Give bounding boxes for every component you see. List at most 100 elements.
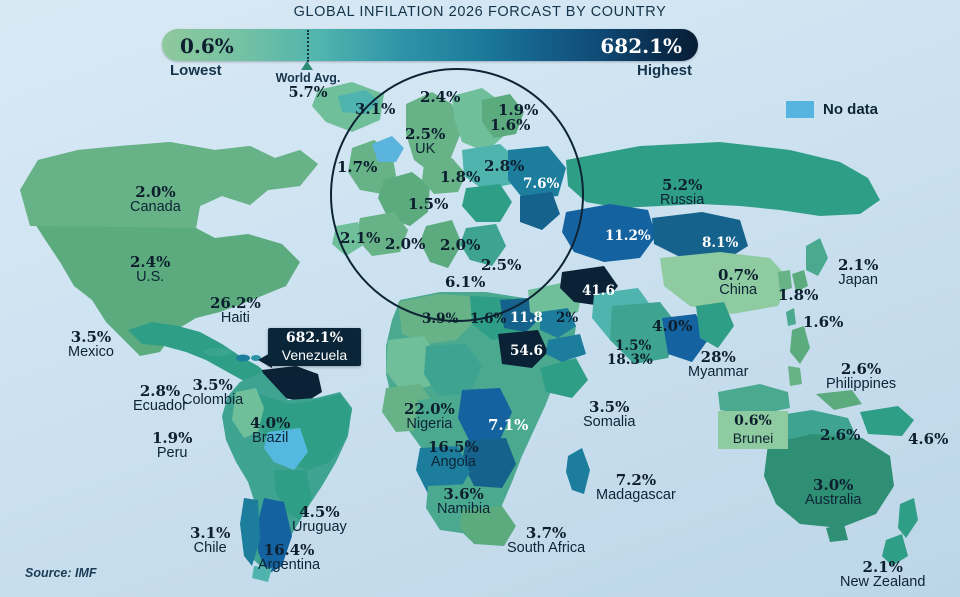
- country-label-uk: 2.5% UK: [405, 126, 445, 158]
- country-value: 1.8%: [778, 286, 819, 304]
- country-value: 4.6%: [908, 430, 949, 448]
- country-label-india: 4.0%: [652, 318, 692, 334]
- country-label-germany: 1.8%: [440, 168, 481, 186]
- country-value: 1.6%: [490, 116, 531, 134]
- country-value: 4.0%: [250, 414, 291, 432]
- gradient-bar: [162, 29, 698, 61]
- country-value: 16.4%: [263, 541, 315, 559]
- country-name: Chile: [193, 540, 227, 557]
- country-label-chile: 3.1% Chile: [190, 524, 231, 557]
- country-label-china: 0.7% China: [718, 266, 759, 298]
- venezuela-value: 682.1%: [285, 330, 344, 346]
- country-value: 1.9%: [152, 429, 193, 447]
- country-label-mongolia: 8.1%: [702, 235, 739, 251]
- country-label-south-africa: 3.7% South Africa: [507, 524, 585, 556]
- legend-low-label: Lowest: [170, 62, 222, 79]
- country-label-portugal: 2.1%: [340, 229, 381, 247]
- country-label-myanmar: 28% Myanmar: [688, 348, 749, 381]
- country-value: 41.6: [582, 283, 615, 299]
- country-value: 3.5%: [589, 398, 630, 416]
- country-value: 11.2%: [605, 228, 651, 244]
- country-label-japan: 2.1% Japan: [838, 256, 879, 289]
- country-label-uruguay: 4.5% Uruguay: [292, 504, 347, 536]
- country-label-sweden: 1.6%: [490, 116, 531, 134]
- country-name: Colombia: [182, 392, 244, 409]
- country-name: Brazil: [252, 430, 289, 447]
- country-label-egypt: 11.8: [510, 311, 543, 326]
- country-label-kazakhstan: 11.2%: [605, 228, 651, 244]
- country-label-colombia: 3.5% Colombia: [182, 376, 244, 409]
- country-label-new-zealand: 2.1% New Zealand: [840, 558, 926, 591]
- country-value: 7.1%: [488, 416, 529, 434]
- brunei-callout: 0.6% Brunei: [718, 411, 788, 449]
- country-value: 1.6%: [803, 313, 844, 331]
- country-label-bangladesh: 18.3%: [607, 353, 653, 368]
- country-value: 28%: [700, 348, 736, 366]
- venezuela-callout: 682.1% Venezuela: [268, 328, 361, 366]
- country-value: 2.1%: [862, 558, 903, 576]
- country-value: 1.9%: [498, 101, 539, 119]
- country-name: Myanmar: [688, 364, 749, 381]
- country-name: Japan: [838, 272, 878, 289]
- country-value: 7.6%: [523, 176, 560, 192]
- country-name: Peru: [156, 445, 188, 462]
- country-value: 3.5%: [70, 328, 112, 346]
- no-data-key: No data: [786, 101, 878, 118]
- country-value: 3.0%: [813, 476, 854, 494]
- country-value: 3.7%: [525, 524, 567, 542]
- country-label-saudi-arabia: 2%: [556, 311, 578, 326]
- country-label-angola: 16.5% Angola: [428, 438, 479, 471]
- country-label-iran: 41.6: [582, 283, 615, 299]
- inflation-gradient-legend: 0.6% 682.1%: [162, 29, 698, 61]
- country-name: Russia: [660, 192, 705, 209]
- country-value: 3.5%: [192, 376, 233, 394]
- country-name: Madagascar: [596, 487, 676, 504]
- country-value: 2.1%: [838, 256, 879, 274]
- country-value: 16.5%: [428, 438, 479, 456]
- country-label-somalia: 3.5% Somalia: [583, 398, 636, 431]
- country-value: 2.0%: [440, 236, 481, 254]
- country-value: 0.7%: [718, 266, 759, 284]
- country-name: Uruguay: [292, 519, 347, 536]
- country-name: Angola: [430, 454, 476, 471]
- country-label-iceland: 3.1%: [355, 100, 396, 118]
- country-value: 2.0%: [135, 183, 176, 201]
- country-name: Somalia: [583, 414, 636, 431]
- legend-high-label: Highest: [637, 62, 693, 79]
- country-label-norway: 2.4%: [420, 88, 461, 106]
- country-value: 1.5%: [615, 338, 652, 354]
- country-label-taiwan: 1.6%: [803, 313, 844, 331]
- country-label-indonesia: 2.6%: [820, 426, 861, 444]
- country-name: Nigeria: [406, 416, 453, 433]
- legend-low-value: 0.6%: [180, 34, 234, 58]
- country-label-sudan: 54.6: [510, 344, 543, 359]
- country-label-morocco: 3.9%: [422, 312, 458, 327]
- country-value: 2.6%: [820, 426, 861, 444]
- country-label-tunisia: 1.6%: [470, 312, 506, 327]
- country-label-argentina: 16.4% Argentina: [258, 541, 320, 573]
- country-value: 2.4%: [130, 253, 171, 271]
- legend-high-value: 682.1%: [600, 34, 682, 58]
- country-label-algeria: 6.1%: [445, 274, 485, 290]
- country-label-png: 4.6%: [908, 430, 949, 448]
- venezuela-name: Venezuela: [281, 347, 348, 363]
- country-value: 8.1%: [702, 235, 739, 251]
- country-label-finland: 1.9%: [498, 101, 539, 119]
- country-value: 1.7%: [337, 158, 378, 176]
- country-name: New Zealand: [840, 574, 926, 591]
- country-value: 3.1%: [355, 100, 396, 118]
- country-value: 2.1%: [340, 229, 381, 247]
- country-value: 26.2%: [210, 294, 261, 312]
- country-label-pakistan: 1.5%: [615, 338, 652, 354]
- country-label-madagascar: 7.2% Madagascar: [596, 472, 676, 504]
- page-title: GLOBAL INFILATION 2026 FORCAST BY COUNTR…: [293, 4, 667, 20]
- country-value: 2.4%: [420, 88, 461, 106]
- country-label-brazil: 4.0% Brazil: [250, 414, 291, 447]
- country-label-haiti: 26.2% Haiti: [210, 294, 261, 326]
- country-name: UK: [415, 141, 436, 158]
- no-data-label: No data: [823, 101, 879, 118]
- country-label-nigeria: 22.0% Nigeria: [404, 401, 455, 433]
- country-value: 3.1%: [190, 524, 231, 542]
- country-value: 1.8%: [440, 168, 481, 186]
